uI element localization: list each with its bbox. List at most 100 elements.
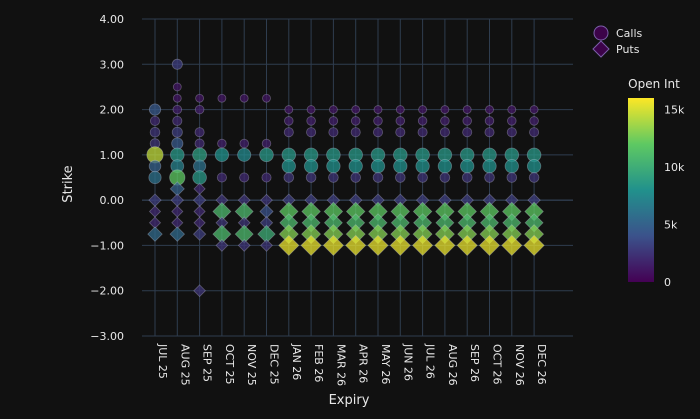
put-point (260, 193, 273, 207)
x-tick-label: SEP 25 (201, 344, 214, 382)
x-tick-label: SEP 26 (468, 344, 481, 382)
call-point (148, 170, 162, 185)
call-point (148, 103, 162, 116)
put-point (215, 239, 229, 252)
call-point (194, 138, 205, 149)
call-point (172, 93, 182, 103)
call-point (484, 116, 495, 126)
call-point (171, 137, 184, 150)
put-point (523, 234, 545, 257)
call-point (194, 104, 205, 115)
call-point (328, 116, 339, 126)
x-tick-label: OCT 25 (223, 344, 236, 385)
call-point (237, 147, 252, 162)
put-point (322, 234, 345, 257)
call-point (172, 115, 183, 126)
call-point (370, 159, 386, 174)
call-point (393, 159, 408, 174)
put-point (148, 205, 162, 218)
call-point (194, 127, 205, 138)
put-point (456, 234, 478, 257)
legend-calls-marker (593, 25, 609, 41)
call-point (217, 93, 227, 103)
call-point (283, 172, 295, 183)
colorbar-title: Open Int (628, 77, 680, 91)
call-point (350, 172, 361, 183)
call-point (328, 172, 339, 183)
x-axis-title: Expiry (329, 393, 370, 408)
call-point (415, 159, 430, 174)
put-point (147, 226, 163, 242)
colorbar-tick-label: 0 (664, 276, 671, 289)
call-point (217, 138, 227, 149)
call-point (526, 159, 542, 174)
put-point (345, 234, 367, 257)
colorbar-gradient (628, 98, 654, 282)
legend-calls-label: Calls (616, 27, 643, 40)
call-point (281, 159, 296, 174)
call-point (440, 116, 450, 126)
legend[interactable]: Calls Puts (592, 25, 643, 58)
y-tick-label: 0.00 (100, 194, 125, 207)
put-point (259, 204, 274, 219)
call-point (372, 172, 384, 183)
put-point (367, 234, 389, 257)
call-point (305, 172, 317, 183)
put-point (389, 234, 411, 257)
legend-puts-label: Puts (616, 43, 640, 56)
legend-item-puts[interactable]: Puts (592, 40, 640, 58)
x-tick-label: MAY 26 (379, 344, 392, 384)
y-tick-label: −1.00 (90, 239, 124, 252)
call-point (303, 159, 319, 174)
call-point (192, 170, 207, 185)
colorbar-ticks: 0 5k 10k 15k (664, 104, 685, 290)
legend-item-calls[interactable]: Calls (593, 25, 643, 41)
call-point (350, 127, 361, 138)
call-point (462, 105, 472, 114)
call-point (395, 127, 406, 138)
call-point (460, 159, 475, 174)
call-point (507, 105, 517, 114)
call-point (171, 126, 183, 138)
call-point (148, 159, 162, 173)
x-tick-label: MAR 26 (334, 344, 347, 386)
call-point (529, 116, 539, 126)
put-point (411, 234, 434, 257)
call-point (328, 105, 338, 114)
x-tick-label: DEC 26 (535, 344, 548, 385)
call-point (529, 127, 540, 138)
x-tick-label: FEB 26 (312, 344, 325, 382)
call-point (529, 105, 539, 114)
call-point (528, 172, 540, 183)
data-points (146, 58, 545, 298)
put-point (434, 234, 456, 257)
put-point (171, 205, 184, 218)
call-point (239, 172, 250, 183)
put-point (148, 193, 162, 207)
call-point (461, 172, 473, 183)
call-point (373, 105, 383, 114)
call-point (326, 159, 341, 174)
colorbar-tick-label: 10k (664, 161, 685, 174)
x-tick-label: APR 26 (357, 344, 370, 383)
call-point (172, 82, 182, 92)
y-tick-label: 4.00 (100, 13, 125, 26)
x-tick-label: NOV 26 (513, 344, 526, 386)
call-point (172, 104, 183, 115)
call-point (506, 172, 518, 183)
x-tick-label: AUG 25 (178, 344, 191, 386)
colorbar-tick-label: 5k (664, 219, 678, 232)
call-point (328, 127, 339, 138)
x-tick-label: JAN 26 (290, 343, 303, 380)
call-point (504, 159, 519, 174)
x-tick-label: JUL 25 (156, 343, 169, 379)
put-point (169, 226, 186, 242)
put-point (193, 205, 206, 218)
put-point (300, 234, 322, 257)
call-point (350, 116, 361, 126)
call-point (239, 138, 249, 149)
x-tick-label: NOV 25 (245, 344, 258, 386)
put-point (192, 193, 207, 207)
call-point (507, 116, 517, 126)
y-tick-label: −2.00 (90, 285, 124, 298)
